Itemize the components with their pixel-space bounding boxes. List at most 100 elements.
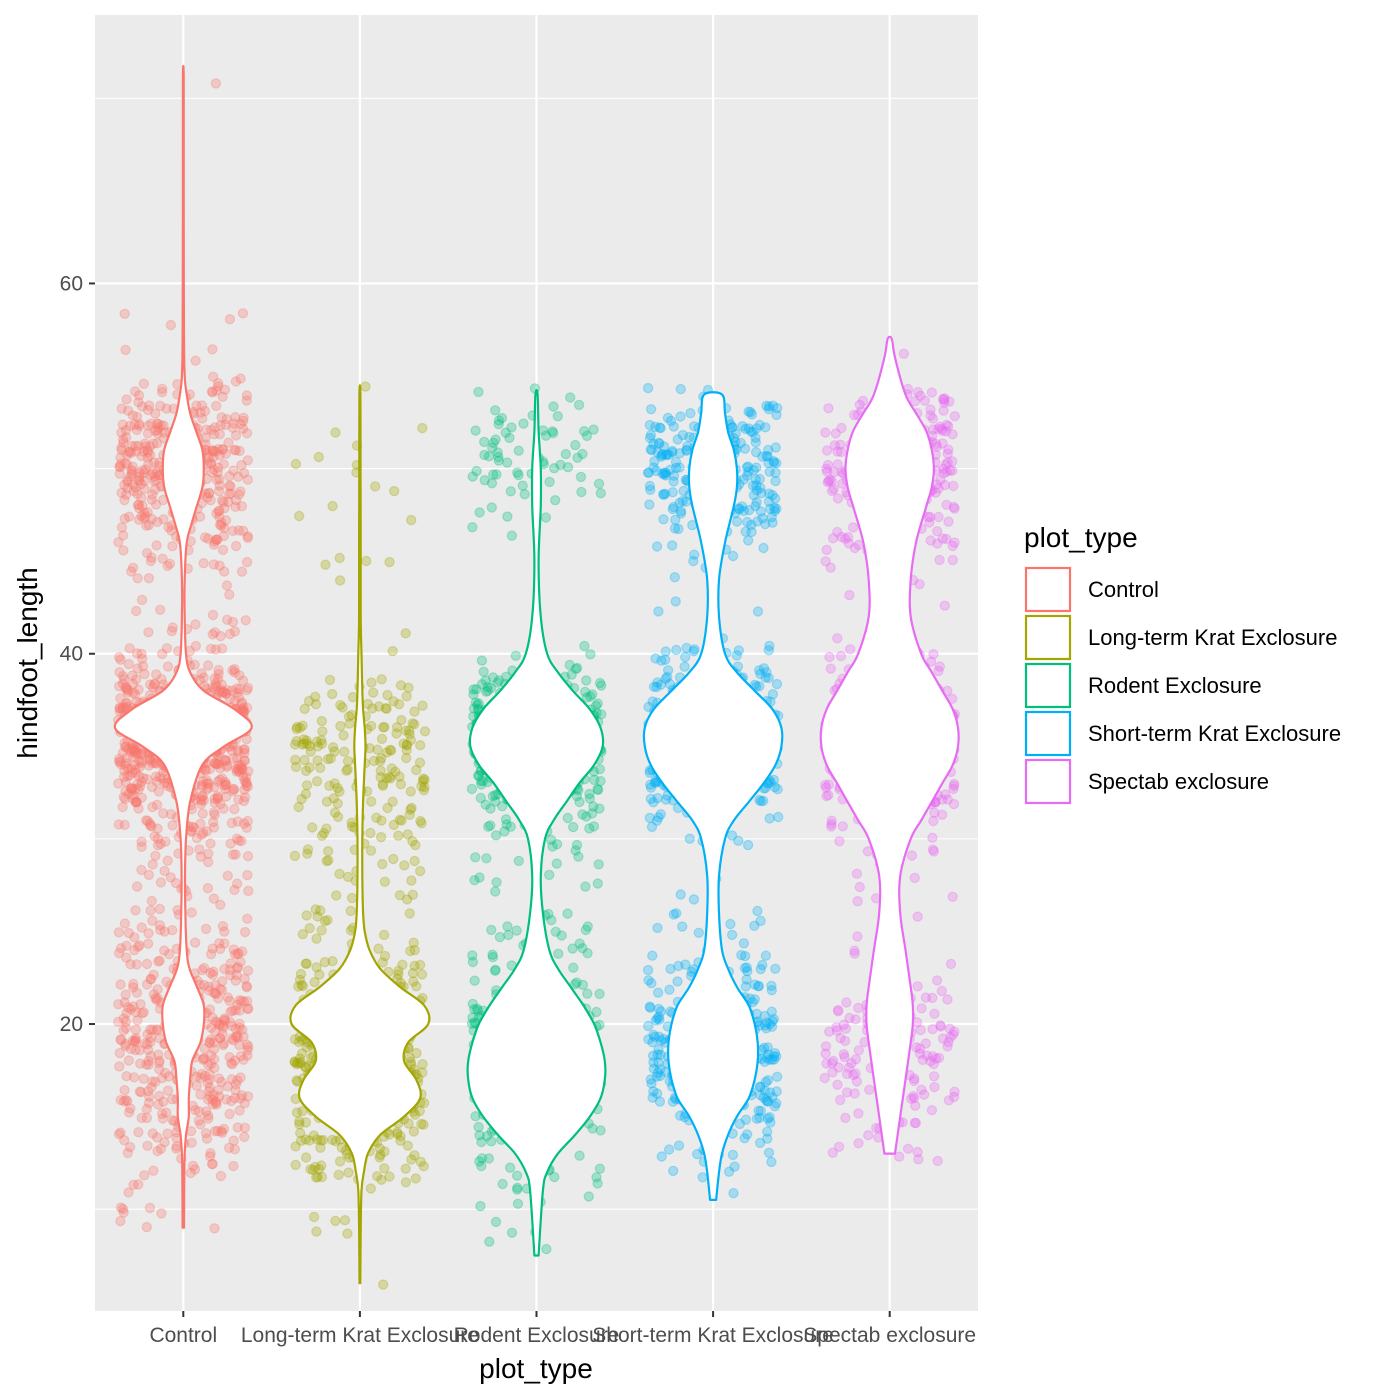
data-point (115, 943, 127, 954)
data-point (373, 701, 385, 712)
data-point (197, 791, 208, 802)
data-point (235, 956, 246, 968)
data-point (404, 1052, 416, 1064)
data-point (211, 508, 222, 519)
data-point (203, 1059, 214, 1071)
data-point (224, 589, 235, 600)
data-point (113, 947, 125, 959)
data-point (409, 944, 420, 956)
data-point (216, 517, 227, 529)
data-point (943, 516, 954, 527)
data-point (224, 693, 235, 705)
data-point (471, 684, 482, 695)
data-point (162, 661, 174, 672)
data-point (242, 455, 253, 466)
data-point (240, 777, 252, 788)
data-point (190, 619, 201, 630)
data-point (158, 945, 170, 956)
data-point (225, 1057, 237, 1069)
data-point (134, 1058, 146, 1069)
data-point (226, 1073, 238, 1085)
data-point (127, 562, 139, 574)
data-point (243, 1003, 254, 1014)
data-point (127, 461, 138, 472)
data-point (645, 1002, 656, 1013)
data-point (239, 926, 251, 938)
data-point (236, 764, 247, 775)
data-point (145, 1050, 156, 1062)
data-point (152, 418, 163, 429)
data-point (319, 915, 331, 927)
data-point (209, 673, 220, 684)
data-point (141, 1112, 153, 1124)
data-point (203, 782, 214, 794)
data-point (115, 979, 126, 990)
data-point (228, 944, 239, 955)
data-point (316, 715, 327, 727)
data-point (133, 803, 144, 814)
data-point (741, 974, 752, 985)
data-point (202, 660, 214, 671)
data-point (171, 1141, 182, 1152)
data-point (581, 675, 592, 686)
data-point (155, 400, 166, 412)
data-point (207, 1094, 218, 1105)
data-point (217, 544, 229, 556)
data-point (122, 684, 133, 695)
data-point (202, 1110, 214, 1121)
data-point (214, 1018, 225, 1030)
data-point (220, 448, 232, 459)
data-point (191, 400, 202, 411)
data-point (116, 487, 127, 498)
data-point (127, 678, 139, 690)
data-point (642, 964, 654, 976)
data-point (310, 1161, 321, 1173)
data-point (652, 987, 664, 998)
data-point (136, 792, 147, 804)
data-point (201, 826, 212, 837)
data-point (198, 558, 209, 569)
data-point (133, 748, 144, 759)
data-point (212, 776, 224, 787)
data-point (142, 815, 153, 827)
data-point (582, 948, 593, 959)
data-point (209, 627, 221, 638)
data-point (187, 1160, 199, 1172)
data-point (474, 507, 485, 518)
data-point (588, 801, 599, 812)
data-point (124, 770, 136, 781)
data-point (205, 1050, 217, 1061)
data-point (312, 1134, 323, 1145)
data-point (324, 674, 336, 686)
data-point (207, 682, 218, 693)
data-point (300, 788, 312, 800)
data-point (401, 691, 412, 702)
data-point (394, 771, 405, 782)
data-point (120, 989, 131, 1000)
data-point (294, 722, 306, 734)
data-point (481, 853, 492, 864)
data-point (147, 1024, 158, 1036)
data-point (146, 552, 157, 563)
data-point (727, 550, 739, 562)
data-point (216, 773, 228, 784)
data-point (242, 781, 254, 792)
data-point (568, 962, 579, 973)
data-point (209, 536, 220, 547)
data-point (125, 447, 137, 459)
data-point (190, 1104, 201, 1116)
data-point (131, 797, 142, 808)
data-point (851, 868, 863, 880)
data-point (470, 852, 481, 863)
data-point (393, 969, 404, 980)
data-point (186, 1137, 197, 1149)
data-point (163, 522, 174, 533)
data-point (153, 1099, 164, 1110)
data-point (165, 809, 177, 820)
data-point (222, 496, 234, 508)
data-point (130, 440, 141, 452)
data-point (342, 756, 354, 767)
data-point (309, 977, 320, 988)
data-point (193, 1115, 205, 1126)
data-point (373, 943, 384, 954)
